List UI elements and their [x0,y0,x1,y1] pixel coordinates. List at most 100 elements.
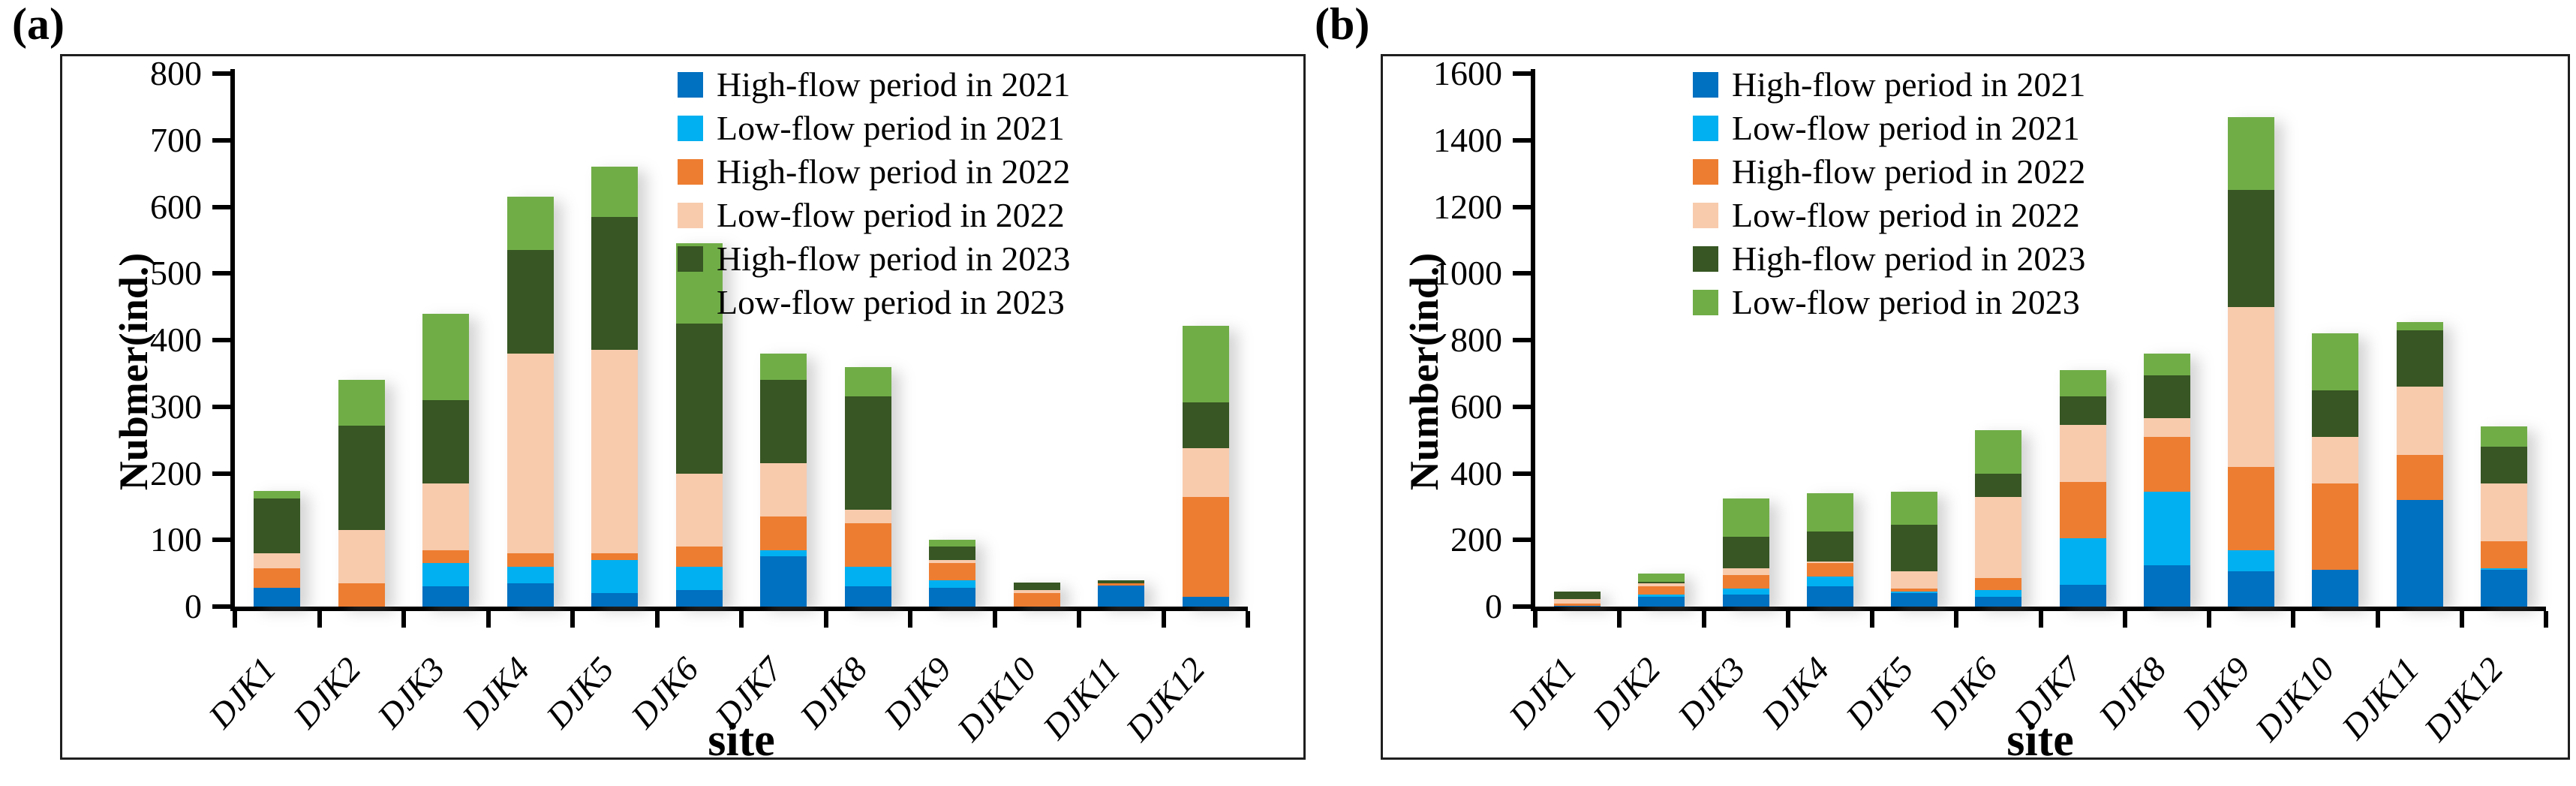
bar-segment [2312,333,2359,390]
y-tick-label: 700 [150,120,202,159]
bar-segment [2143,436,2190,492]
y-tick-label: 1400 [1433,120,1502,159]
bar-segment [1891,571,1938,589]
legend-item: High-flow period in 2022 [1693,152,2085,191]
bar-segment [1722,588,1769,595]
bar-segment [1013,593,1060,607]
bar-segment [1182,326,1229,403]
bar-segment [2143,353,2190,375]
bar-segment [844,523,891,567]
y-tick-label: 1600 [1433,54,1502,92]
y-tick-label: 1200 [1433,187,1502,226]
bar-DJK5 [591,167,639,607]
x-tick [2544,611,2548,628]
bar-segment [2143,491,2190,565]
bar-segment [760,463,807,517]
bar-segment [422,563,470,587]
bar-segment [2228,116,2275,191]
legend-swatch-icon [1693,72,1718,98]
bar-segment [254,553,301,568]
bar-segment [422,550,470,564]
bar-segment [1638,595,1685,597]
legend-swatch-icon [678,159,703,185]
bar-segment [1806,532,1853,562]
bar-segment [2228,571,2275,607]
legend-label: High-flow period in 2023 [717,239,1071,278]
bar-segment [675,323,723,474]
legend-swatch-icon [1693,290,1718,315]
legend-swatch-icon [1693,116,1718,141]
bar-segment [254,588,301,607]
legend-item: Low-flow period in 2023 [678,283,1065,322]
legend-swatch-icon [1693,159,1718,185]
bar-segment [506,250,554,354]
bar-segment [591,593,639,607]
legend-label: Low-flow period in 2022 [717,196,1065,234]
bar-segment [1975,589,2022,597]
bar-segment [1638,583,1685,587]
bar-DJK11 [2396,321,2443,607]
x-tick [1246,611,1250,628]
x-tick [2207,611,2211,628]
y-tick-label: 300 [150,387,202,426]
y-tick-label: 200 [1450,520,1502,559]
bar-DJK9 [929,540,976,607]
bar-segment [591,216,639,351]
bar-segment [1806,493,1853,532]
legend-item: High-flow period in 2022 [678,152,1070,191]
bar-segment [506,353,554,553]
bar-segment [254,568,301,589]
bar-DJK7 [2059,369,2106,607]
bar-segment [1638,596,1685,607]
legend-item: Low-flow period in 2022 [678,196,1065,235]
bar-segment [506,583,554,607]
bar-segment [591,559,639,594]
legend-swatch-icon [678,72,703,98]
x-axis-line [1531,607,2546,611]
y-tick [1513,204,1531,209]
bar-segment [2312,436,2359,483]
legend-item: Low-flow period in 2021 [678,109,1065,148]
bar-segment [2480,541,2527,568]
y-tick [212,538,230,543]
bar-segment [591,350,639,553]
bar-segment [760,516,807,550]
legend-item: High-flow period in 2023 [1693,239,2085,279]
bar-segment [1722,568,1769,575]
bar-segment [2143,375,2190,419]
bar-segment [1975,578,2022,590]
bar-segment [506,566,554,583]
y-tick [212,404,230,409]
bar-segment [760,556,807,607]
y-tick [1513,137,1531,143]
bar-DJK9 [2228,116,2275,607]
bar-DJK5 [1891,491,1938,607]
bar-segment [2480,568,2527,571]
bar-segment [2228,306,2275,467]
bar-DJK1 [1554,592,1601,607]
bar-segment [1554,599,1601,604]
legend-item: High-flow period in 2021 [678,65,1070,104]
y-tick [1513,471,1531,476]
bar-segment [2059,425,2106,482]
bar-segment [2480,483,2527,542]
bar-segment [338,425,385,530]
bar-segment [2228,550,2275,572]
panel-b-tag: (b) [1315,0,1370,49]
legend-label: Low-flow period in 2023 [1732,283,2080,321]
bar-segment [1806,563,1853,577]
bar-DJK6 [1975,429,2022,607]
bar-segment [422,586,470,607]
x-tick [1870,611,1874,628]
legend-swatch-icon [678,246,703,272]
bar-segment [506,553,554,567]
bar-segment [675,589,723,607]
legend-label: Low-flow period in 2023 [717,283,1065,321]
bar-segment [844,396,891,510]
bar-DJK3 [1722,498,1769,607]
bar-DJK2 [1638,573,1685,607]
bar-segment [2480,447,2527,483]
bar-segment [2312,483,2359,571]
bar-segment [760,380,807,464]
legend-item: Low-flow period in 2022 [1693,196,2080,235]
